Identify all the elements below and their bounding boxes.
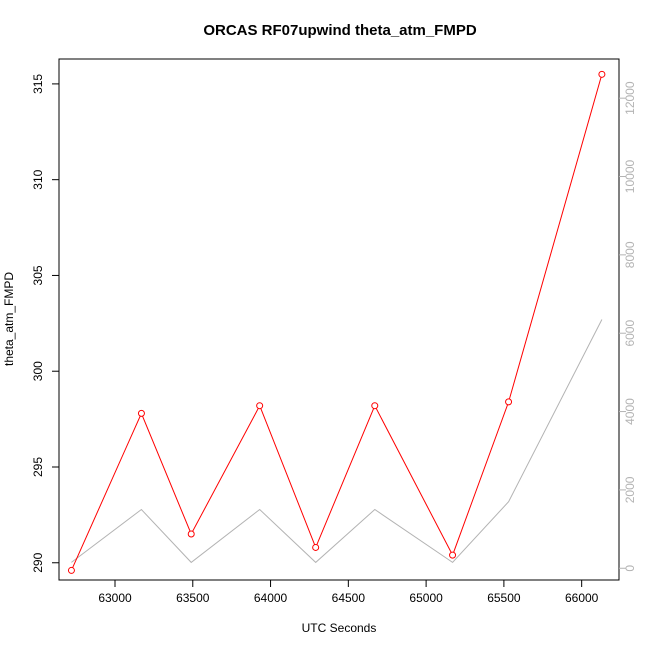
y2-tick-label: 6000 — [623, 320, 637, 347]
data-point — [67, 566, 75, 574]
x-axis: 63000 63500 64000 64500 65000 65500 66000 — [98, 580, 599, 605]
x-tick-label: 66000 — [565, 591, 599, 605]
x-tick-label: 63500 — [176, 591, 210, 605]
y-tick-label: 300 — [31, 361, 45, 381]
y-axis-left: 290 295 300 305 310 315 — [31, 74, 59, 573]
x-tick-label: 63000 — [98, 591, 132, 605]
data-point — [187, 530, 195, 538]
y-tick-label: 315 — [31, 74, 45, 94]
y2-tick-label: 2000 — [623, 476, 637, 503]
data-point — [312, 543, 320, 551]
y2-tick-label: 4000 — [623, 398, 637, 425]
y2-tick-label: 8000 — [623, 241, 637, 268]
x-tick-label: 65000 — [409, 591, 443, 605]
y2-tick-label: 12000 — [623, 81, 637, 115]
x-tick-label: 64500 — [332, 591, 366, 605]
data-point — [598, 70, 606, 78]
x-tick-label: 65500 — [487, 591, 521, 605]
series-line-right-axis — [71, 319, 603, 564]
data-point — [449, 551, 457, 559]
chart-title: ORCAS RF07upwind theta_atm_FMPD — [203, 22, 477, 39]
data-point — [505, 398, 513, 406]
y-axis-right: 0 2000 4000 6000 8000 10000 12000 — [619, 81, 637, 572]
plot-frame — [58, 58, 620, 581]
data-point — [137, 409, 145, 417]
y-tick-label: 295 — [31, 457, 45, 477]
y2-tick-label: 10000 — [623, 160, 637, 194]
y-axis-label: theta_atm_FMPD — [2, 272, 16, 366]
x-axis-label: UTC Seconds — [302, 621, 377, 635]
data-point — [371, 402, 379, 410]
x-tick-label: 64000 — [254, 591, 288, 605]
y2-tick-label: 0 — [623, 565, 637, 572]
y-tick-label: 290 — [31, 552, 45, 572]
data-point — [256, 402, 264, 410]
y-tick-label: 305 — [31, 265, 45, 285]
y-tick-label: 310 — [31, 169, 45, 189]
series-layer — [67, 70, 606, 574]
series-line-left-axis — [70, 74, 603, 571]
